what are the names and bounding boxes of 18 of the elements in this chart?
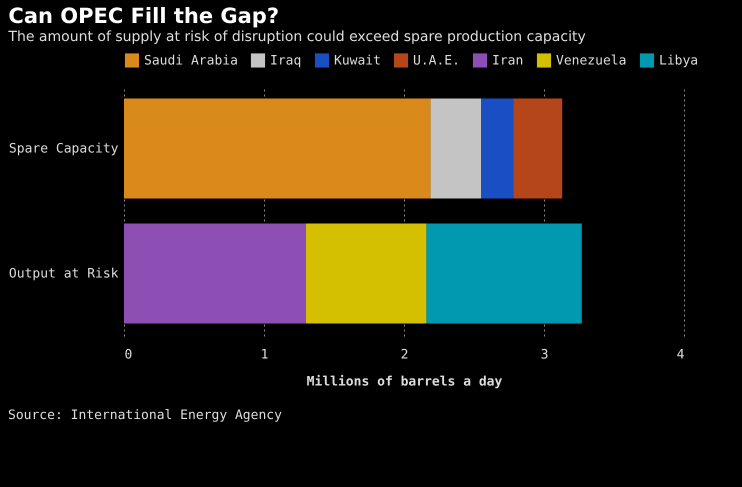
x-axis-title: Millions of barrels a day xyxy=(306,374,503,390)
chart-subtitle: The amount of supply at risk of disruption could exceed spare production capacity xyxy=(7,29,586,45)
x-tick-label: 3 xyxy=(540,348,548,362)
x-tick-label: 4 xyxy=(676,348,685,362)
x-tick-label: 2 xyxy=(400,348,408,362)
legend-label: Kuwait xyxy=(334,53,381,68)
legend-label: Iraq xyxy=(270,53,302,68)
legend-label: U.A.E. xyxy=(413,53,460,68)
y-tick-label: Output at Risk xyxy=(8,266,119,282)
x-tick-label: 0 xyxy=(124,348,132,362)
legend-label: Saudi Arabia xyxy=(144,53,238,68)
chart-title: Can OPEC Fill the Gap? xyxy=(8,4,280,28)
legend-label: Libya xyxy=(659,53,698,68)
source-note: Source: International Energy Agency xyxy=(7,408,283,423)
y-tick-label: Spare Capacity xyxy=(8,142,119,156)
x-tick-label: 1 xyxy=(260,348,268,362)
legend-label: Venezuela xyxy=(556,53,626,68)
legend-label: Iran xyxy=(492,53,524,68)
